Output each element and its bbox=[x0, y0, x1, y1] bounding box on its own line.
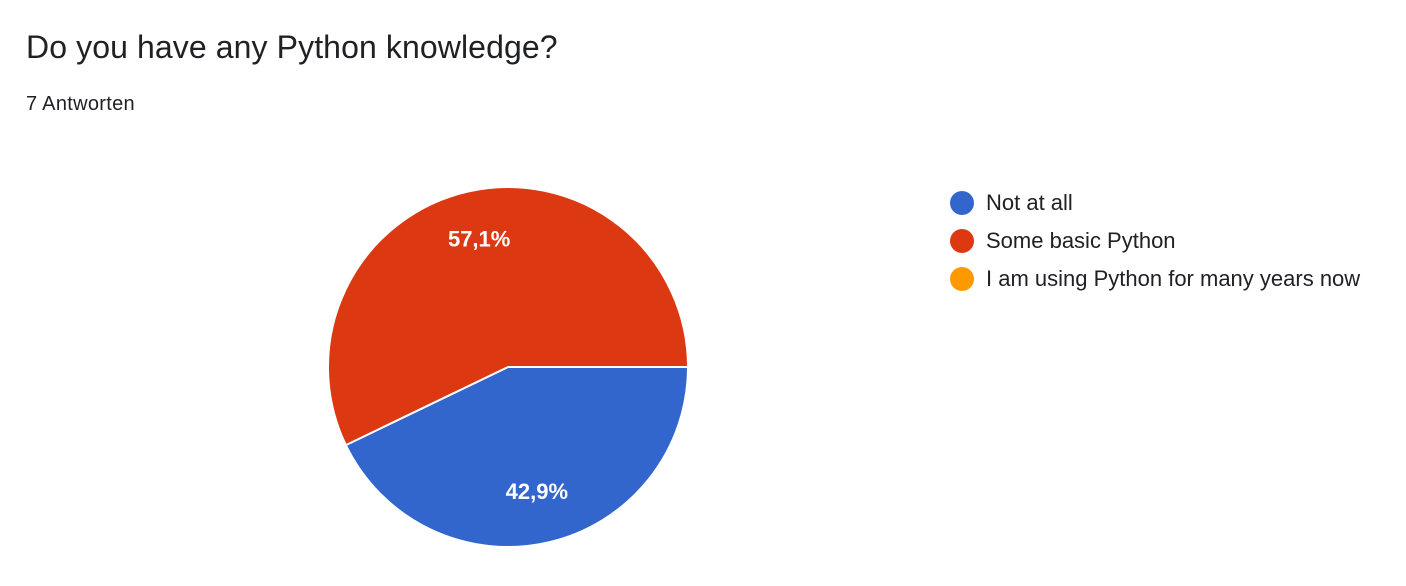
question-title: Do you have any Python knowledge? bbox=[26, 29, 558, 65]
slice-percent-label: 42,9% bbox=[506, 479, 568, 504]
legend-swatch bbox=[950, 229, 974, 253]
response-count: 7 Antworten bbox=[26, 93, 135, 115]
pie-slice-some-basic-python[interactable] bbox=[327, 186, 690, 447]
legend-item[interactable]: I am using Python for many years now bbox=[950, 260, 1360, 298]
pie-labels: 42,9% 57,1% bbox=[448, 226, 568, 504]
legend-swatch bbox=[950, 267, 974, 291]
legend-item[interactable]: Not at all bbox=[950, 184, 1360, 222]
pie-slices bbox=[327, 186, 690, 548]
legend-label: I am using Python for many years now bbox=[986, 266, 1361, 291]
legend-swatch bbox=[950, 191, 974, 215]
legend-item[interactable]: Some basic Python bbox=[950, 222, 1360, 260]
slice-percent-label: 57,1% bbox=[448, 226, 510, 251]
legend-label: Some basic Python bbox=[986, 228, 1176, 253]
legend-label: Not at all bbox=[986, 190, 1073, 215]
pie-slice-not-at-all[interactable] bbox=[344, 366, 690, 548]
chart-legend: Not at all Some basic Python I am using Py… bbox=[950, 184, 1360, 298]
